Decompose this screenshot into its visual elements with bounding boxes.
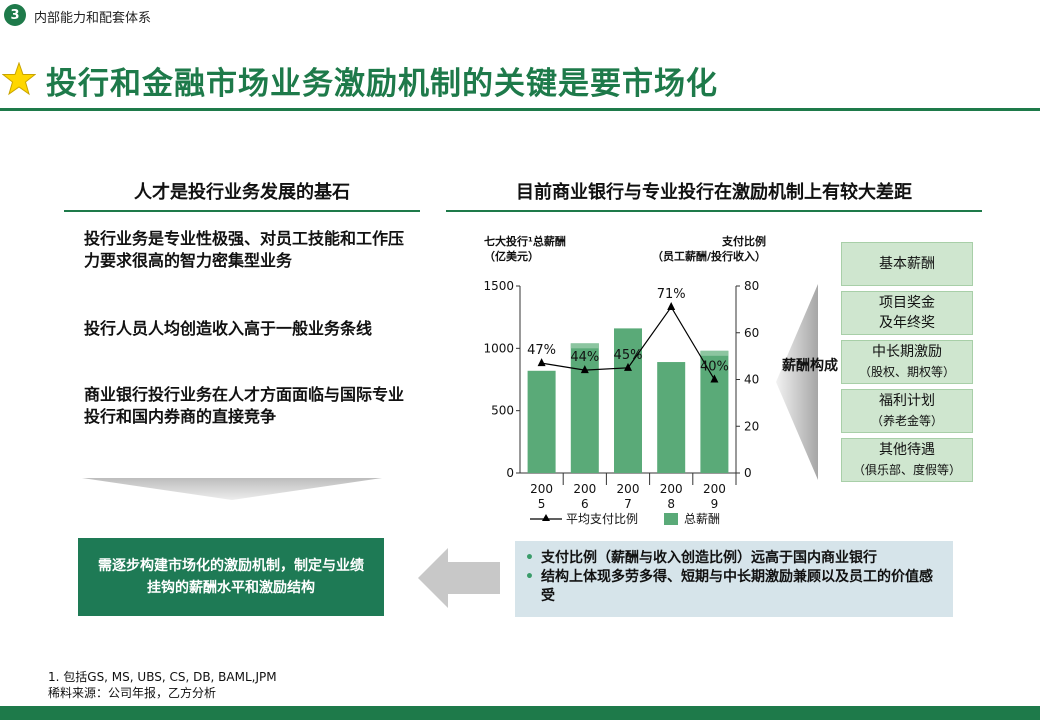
right-heading-rule xyxy=(446,210,982,212)
x-tick-label: 7 xyxy=(624,497,632,511)
component-label: 项目奖金 xyxy=(879,295,935,311)
bullet-dot-icon: • xyxy=(525,550,534,566)
left-heading-rule xyxy=(64,210,420,212)
legend-bar-label: 总薪酬 xyxy=(684,512,721,526)
component-sublabel: （俱乐部、度假等） xyxy=(852,463,961,477)
ratio-point xyxy=(624,362,632,371)
bottom-bar xyxy=(0,706,1040,720)
finding-item: • 支付比例（薪酬与收入创造比例）远高于国内商业银行 xyxy=(525,550,877,566)
left-arrow-icon xyxy=(418,548,500,608)
compose-label: 薪酬构成 xyxy=(782,358,838,374)
x-tick-label: 8 xyxy=(667,497,675,511)
ratio-label: 45% xyxy=(614,348,643,363)
ratio-point xyxy=(667,302,676,311)
section-title: 内部能力和配套体系 xyxy=(34,11,152,26)
ratio-label: 71% xyxy=(657,287,686,302)
x-tick-label: 200 xyxy=(573,482,596,496)
footnote-source: 稀料来源：公司年报，乙方分析 xyxy=(48,686,217,700)
component-long-term: 中长期激励 （股权、期权等） xyxy=(841,340,973,384)
ratio-label: 47% xyxy=(527,343,556,358)
findings-box: • 支付比例（薪酬与收入创造比例）远高于国内商业银行 • 结构上体现多劳多得、短期与… xyxy=(515,541,953,617)
component-sublabel: （股权、期权等） xyxy=(858,365,955,379)
right-tick-label: 60 xyxy=(744,326,759,340)
left-point-1: 投行业务是专业性极强、对员工技能和工作压力要求很高的智力密集型业务 xyxy=(84,229,405,270)
bar xyxy=(657,362,686,473)
down-triangle-icon xyxy=(82,478,382,500)
component-other: 其他待遇 （俱乐部、度假等） xyxy=(841,438,973,482)
right-tick-label: 20 xyxy=(744,419,759,433)
component-label: 中长期激励 xyxy=(872,344,942,360)
left-point-2: 投行人员人均创造收入高于一般业务条线 xyxy=(84,319,373,338)
bar-top-segment xyxy=(570,343,599,349)
page-title: 投行和金融市场业务激励机制的关键是要市场化 xyxy=(46,66,718,102)
x-tick-label: 9 xyxy=(711,497,719,511)
bar xyxy=(614,328,642,473)
component-base-salary: 基本薪酬 xyxy=(841,242,973,286)
left-tick-label: 1000 xyxy=(483,341,514,355)
bar xyxy=(570,343,599,473)
bar xyxy=(527,370,556,473)
right-tick-label: 0 xyxy=(744,466,752,480)
component-sublabel: 及年终奖 xyxy=(879,315,935,331)
left-axis-title: 七大投行¹总薪酬 （亿美元） xyxy=(484,235,566,263)
x-tick-label: 200 xyxy=(703,482,726,496)
chart-legend: 平均支付比例 总薪酬 xyxy=(530,510,720,527)
bar-top-segment xyxy=(700,350,729,356)
component-sublabel: （养老金等） xyxy=(870,414,943,428)
ratio-point xyxy=(580,365,589,374)
title-divider xyxy=(0,108,1040,111)
component-label: 基本薪酬 xyxy=(879,256,935,272)
x-tick-label: 200 xyxy=(660,482,683,496)
x-tick-label: 5 xyxy=(538,497,546,511)
component-label: 福利计划 xyxy=(879,393,935,409)
component-label: 其他待遇 xyxy=(879,442,935,458)
ratio-point xyxy=(537,358,546,367)
right-tick-label: 80 xyxy=(744,279,759,293)
left-tick-label: 1500 xyxy=(483,279,514,293)
component-bonus: 项目奖金 及年终奖 xyxy=(841,291,973,335)
component-welfare: 福利计划 （养老金等） xyxy=(841,389,973,433)
ratio-label: 44% xyxy=(570,350,599,365)
right-heading: 目前商业银行与专业投行在激励机制上有较大差距 xyxy=(516,182,912,203)
left-point-3: 商业银行投行业务在人才方面面临与国际专业投行和国内券商的直接竞争 xyxy=(84,385,405,426)
conclusion-box: 需逐步构建市场化的激励机制，制定与业绩挂钩的薪酬水平和激励结构 xyxy=(78,538,384,616)
left-tick-label: 0 xyxy=(506,466,514,480)
footnote-1: 1. 包括GS, MS, UBS, CS, DB, BAML,JPM xyxy=(48,670,277,684)
left-heading: 人才是投行业务发展的基石 xyxy=(134,182,350,203)
left-tick-label: 500 xyxy=(491,404,514,418)
section-number-badge: 3 xyxy=(4,4,26,26)
right-tick-label: 40 xyxy=(744,373,759,387)
conclusion-text: 需逐步构建市场化的激励机制，制定与业绩挂钩的薪酬水平和激励结构 xyxy=(98,558,364,596)
legend-line-label: 平均支付比例 xyxy=(566,512,639,526)
compensation-chart: 0500100015000204060802005200620072008200… xyxy=(483,279,759,511)
x-tick-label: 200 xyxy=(530,482,553,496)
finding-item: • 结构上体现多劳多得、短期与中长期激励兼顾以及员工的价值感受 xyxy=(525,569,933,604)
right-axis-title: 支付比例 （员工薪酬/投行收入） xyxy=(651,235,766,263)
ratio-label: 40% xyxy=(700,360,729,375)
star-icon xyxy=(2,62,36,96)
bullet-dot-icon: • xyxy=(525,569,534,585)
bar xyxy=(700,350,729,473)
x-tick-label: 200 xyxy=(617,482,640,496)
ratio-point xyxy=(710,374,719,383)
legend-bar-swatch xyxy=(664,512,679,525)
x-tick-label: 6 xyxy=(581,497,589,511)
bracket-chevron-icon xyxy=(776,284,818,480)
legend-line-icon xyxy=(530,513,562,521)
